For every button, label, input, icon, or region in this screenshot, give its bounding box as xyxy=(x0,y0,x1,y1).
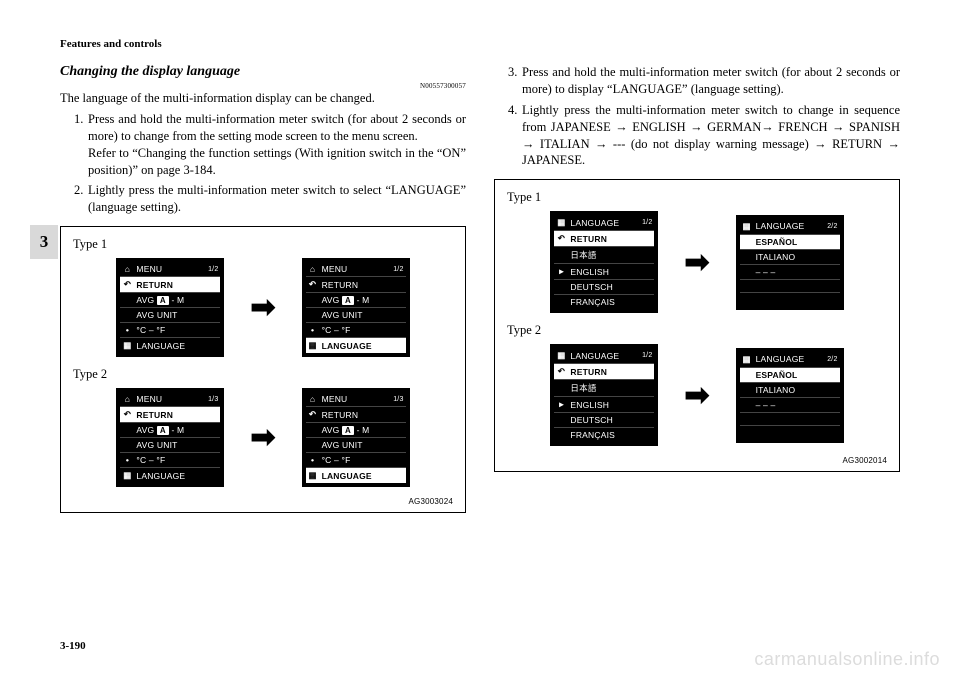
arrow-icon: ➡ xyxy=(684,245,709,280)
figure-code: AG3002014 xyxy=(507,456,887,465)
lcd-a2: ⌂MENU1/2↶RETURNAVG A - MAVG UNIT•°C – °F… xyxy=(302,258,410,357)
lcd-d1: ▦LANGUAGE1/2↶RETURN日本語▸ENGLISHDEUTSCHFRA… xyxy=(550,344,658,446)
columns: Changing the display language N005573000… xyxy=(60,64,900,513)
lcd-b1: ⌂MENU1/3↶RETURNAVG A - MAVG UNIT•°C – °F… xyxy=(116,388,224,487)
watermark: carmanualsonline.info xyxy=(754,649,940,670)
page: Features and controls Changing the displ… xyxy=(0,0,960,678)
left-steps: 1. Press and hold the multi-information … xyxy=(60,111,466,216)
step-4: 4. Lightly press the multi-information m… xyxy=(508,102,900,170)
step-3: 3. Press and hold the multi-information … xyxy=(508,64,900,98)
left-column: Changing the display language N005573000… xyxy=(60,64,466,513)
arrow-icon: ➡ xyxy=(250,420,275,455)
type-label-1: Type 1 xyxy=(73,237,453,252)
right-column: 3. Press and hold the multi-information … xyxy=(494,64,900,513)
lcd-d2: ▦LANGUAGE2/2ESPAÑOLITALIANO– – – xyxy=(736,348,844,443)
step-number: 2. xyxy=(74,182,83,199)
step-number: 3. xyxy=(508,64,517,81)
figure-code: AG3003024 xyxy=(73,497,453,506)
step-text: Lightly press the multi-information mete… xyxy=(522,103,900,168)
lcd-a1: ⌂MENU1/2↶RETURNAVG A - MAVG UNIT•°C – °F… xyxy=(116,258,224,357)
row-type1: ▦LANGUAGE1/2↶RETURN日本語▸ENGLISHDEUTSCHFRA… xyxy=(507,211,887,313)
row-type2: ▦LANGUAGE1/2↶RETURN日本語▸ENGLISHDEUTSCHFRA… xyxy=(507,344,887,446)
step-text-2: Refer to “Changing the function settings… xyxy=(88,146,466,177)
arrow-icon: ➡ xyxy=(250,290,275,325)
step-text: Press and hold the multi-information met… xyxy=(522,65,900,96)
lcd-c1: ▦LANGUAGE1/2↶RETURN日本語▸ENGLISHDEUTSCHFRA… xyxy=(550,211,658,313)
arrow-icon: ➡ xyxy=(684,378,709,413)
step-text: Press and hold the multi-information met… xyxy=(88,112,466,143)
left-figure: Type 1 ⌂MENU1/2↶RETURNAVG A - MAVG UNIT•… xyxy=(60,226,466,513)
row-type1: ⌂MENU1/2↶RETURNAVG A - MAVG UNIT•°C – °F… xyxy=(73,258,453,357)
step-number: 4. xyxy=(508,102,517,119)
step-1: 1. Press and hold the multi-information … xyxy=(74,111,466,179)
row-type2: ⌂MENU1/3↶RETURNAVG A - MAVG UNIT•°C – °F… xyxy=(73,388,453,487)
lcd-b2: ⌂MENU1/3↶RETURNAVG A - MAVG UNIT•°C – °F… xyxy=(302,388,410,487)
page-number: 3-190 xyxy=(60,640,86,652)
header-section: Features and controls xyxy=(60,38,900,50)
step-2: 2. Lightly press the multi-information m… xyxy=(74,182,466,216)
step-number: 1. xyxy=(74,111,83,128)
type-label-2: Type 2 xyxy=(507,323,887,338)
right-figure: Type 1 ▦LANGUAGE1/2↶RETURN日本語▸ENGLISHDEU… xyxy=(494,179,900,472)
doc-code: N00557300057 xyxy=(60,82,466,90)
type-label-1: Type 1 xyxy=(507,190,887,205)
lcd-c2: ▦LANGUAGE2/2ESPAÑOLITALIANO– – – xyxy=(736,215,844,310)
type-label-2: Type 2 xyxy=(73,367,453,382)
step-text: Lightly press the multi-information mete… xyxy=(88,183,466,214)
subtitle: Changing the display language xyxy=(60,64,466,80)
right-steps: 3. Press and hold the multi-information … xyxy=(494,64,900,169)
intro-paragraph: The language of the multi-information di… xyxy=(60,90,466,107)
